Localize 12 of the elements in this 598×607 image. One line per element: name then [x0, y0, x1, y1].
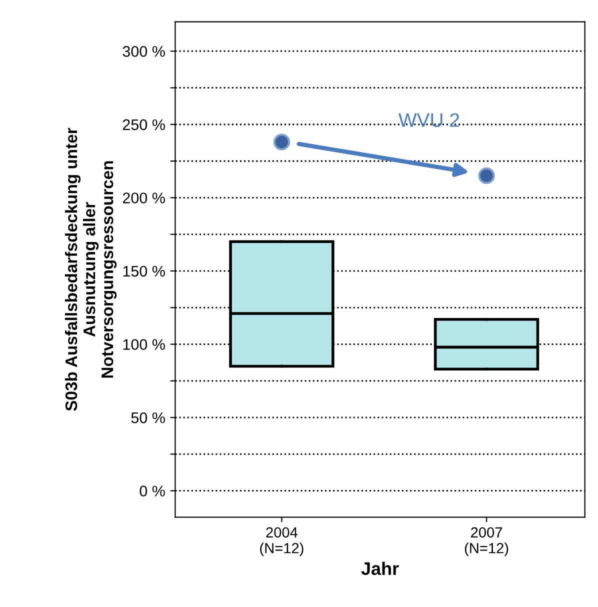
x-axis-title: Jahr	[361, 562, 399, 576]
y-tick-label: 100 %	[123, 339, 165, 350]
y-tick-label: 50 %	[131, 412, 165, 424]
y-tick-label: 300 %	[122, 46, 165, 57]
y-tick-label: 150 %	[123, 266, 165, 277]
x-tick-label: 2007 (N=12)	[464, 527, 508, 556]
y-tick-label: 200 %	[122, 192, 165, 204]
annotation: WVU 2	[398, 113, 459, 127]
x-tick-label: 2004 (N=12)	[260, 527, 304, 556]
y-axis-title: S03b Ausfallsbedarfsdeckung unter Ausnutzung aller Notversorgungsressourcen	[64, 128, 117, 411]
y-tick-label: 250 %	[122, 119, 165, 130]
y-tick-label: 0 %	[140, 486, 165, 496]
